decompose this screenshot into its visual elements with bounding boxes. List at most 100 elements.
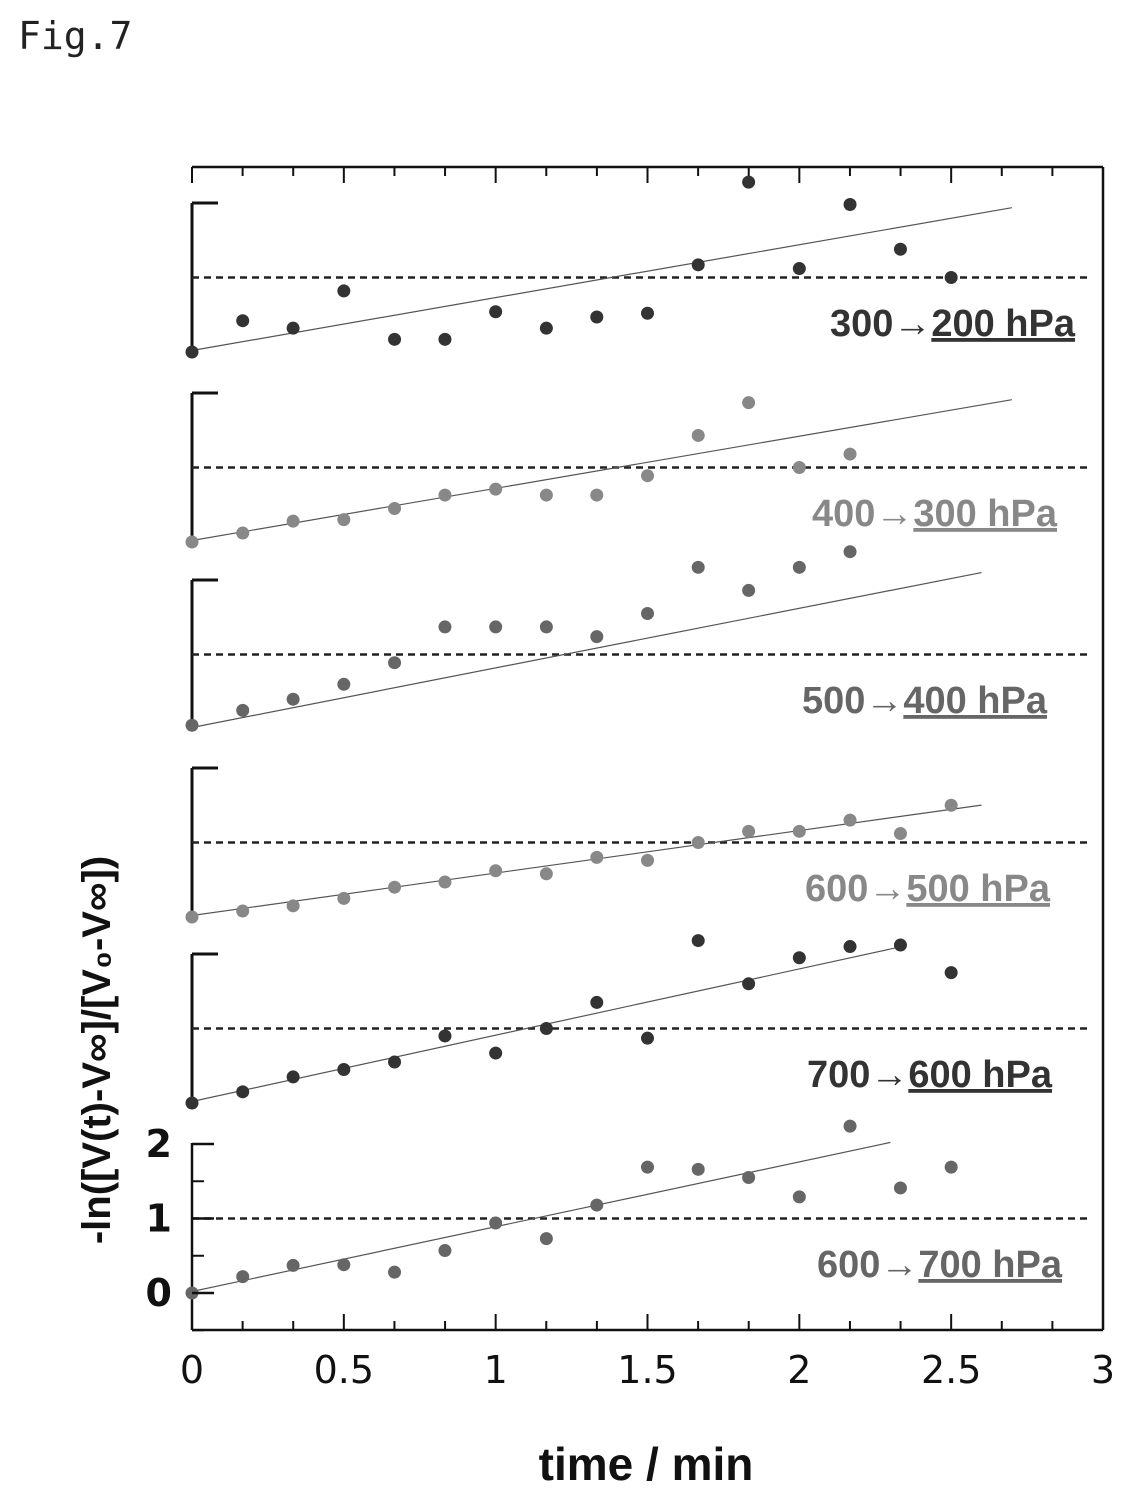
panel-label-from: 700→	[807, 1054, 908, 1096]
data-point	[337, 1258, 351, 1272]
panel-label: 400→300 hPa	[812, 493, 1058, 535]
data-point	[236, 904, 250, 918]
data-point	[539, 488, 553, 502]
x-tick-label: 2	[787, 1348, 811, 1392]
panel-label-to: 700 hPa	[918, 1244, 1063, 1286]
data-point	[388, 332, 402, 346]
data-point	[438, 488, 452, 502]
data-point	[792, 951, 806, 965]
data-point	[742, 583, 756, 597]
data-point	[893, 938, 907, 952]
data-point	[792, 560, 806, 574]
data-point	[286, 692, 300, 706]
data-point	[691, 1162, 705, 1176]
data-point	[843, 940, 857, 954]
panel-6: 600→700 hPa	[185, 1119, 1091, 1300]
data-point	[388, 1055, 402, 1069]
data-point	[691, 934, 705, 948]
data-point	[388, 501, 402, 515]
figure-label: Fig.7	[18, 14, 133, 58]
y-tick-label: 2	[146, 1122, 172, 1166]
data-point	[590, 310, 604, 324]
data-point	[236, 703, 250, 717]
data-point	[489, 620, 503, 634]
data-point	[286, 1070, 300, 1084]
panel-label: 300→200 hPa	[830, 303, 1076, 345]
data-point	[742, 396, 756, 410]
data-point	[539, 620, 553, 634]
panel-label-from: 500→	[802, 680, 903, 722]
data-point	[691, 560, 705, 574]
data-point	[388, 880, 402, 894]
data-point	[641, 1160, 654, 1174]
data-point	[438, 875, 452, 889]
data-point	[944, 1160, 958, 1174]
data-point	[236, 526, 250, 540]
y-axis-ticks: 0 1 2	[146, 1122, 214, 1332]
data-point	[388, 1265, 402, 1279]
fit-line	[191, 571, 982, 729]
data-point	[236, 314, 250, 328]
panel-label-to: 500 hPa	[906, 868, 1051, 910]
data-point	[742, 977, 756, 991]
panel-5: 700→600 hPa	[185, 934, 1091, 1110]
data-point	[489, 482, 503, 496]
data-point	[590, 1198, 604, 1212]
y-axis-title: -ln([V(t)-V∞]/[V₀-V∞])	[75, 856, 119, 1244]
data-point	[185, 535, 199, 549]
data-point	[489, 1046, 503, 1060]
y-tick-label: 1	[146, 1197, 172, 1241]
panel-label: 500→400 hPa	[802, 680, 1048, 722]
data-point	[590, 995, 604, 1009]
data-point	[742, 824, 756, 838]
data-point	[185, 1096, 199, 1110]
panel-label-to: 400 hPa	[903, 680, 1048, 722]
data-point	[893, 827, 907, 841]
panel-label-to: 300 hPa	[913, 493, 1058, 535]
data-point	[185, 345, 199, 359]
data-point	[742, 1171, 756, 1185]
data-point	[691, 258, 705, 272]
data-point	[641, 306, 654, 320]
data-point	[843, 1119, 857, 1133]
data-point	[893, 1181, 907, 1195]
data-point	[185, 910, 199, 924]
data-point	[438, 332, 452, 346]
data-point	[539, 867, 553, 881]
panel-label-from: 600→	[817, 1244, 918, 1286]
data-point	[641, 853, 654, 867]
panel-1: 300→200 hPa	[185, 175, 1091, 359]
data-point	[539, 1232, 553, 1246]
fit-line	[191, 1141, 891, 1293]
data-point	[590, 488, 604, 502]
panel-label-to: 600 hPa	[908, 1054, 1053, 1096]
panel-label: 600→700 hPa	[817, 1244, 1063, 1286]
data-point	[236, 1270, 250, 1284]
fit-line	[191, 207, 1013, 352]
panel-label-to: 200 hPa	[931, 303, 1076, 345]
data-point	[489, 305, 503, 319]
data-point	[286, 899, 300, 913]
data-point	[438, 620, 452, 634]
data-point	[388, 656, 402, 670]
x-tick-label: 2.5	[921, 1348, 981, 1392]
data-point	[742, 175, 756, 189]
panel-label-from: 600→	[805, 868, 906, 910]
data-point	[438, 1244, 452, 1258]
x-tick-label: 1	[484, 1348, 508, 1392]
data-point	[691, 428, 705, 442]
data-point	[590, 630, 604, 644]
fit-line	[191, 399, 1013, 542]
x-tick-label: 0.5	[314, 1348, 374, 1392]
panel-label-from: 400→	[812, 493, 913, 535]
data-point	[185, 718, 199, 732]
panel-3: 500→400 hPa	[185, 545, 1091, 732]
data-point	[337, 1062, 351, 1076]
x-tick-label: 0	[180, 1348, 204, 1392]
data-point	[893, 242, 907, 256]
data-point	[337, 891, 351, 905]
data-point	[843, 545, 857, 559]
data-point	[792, 824, 806, 838]
y-tick-label: 0	[146, 1271, 172, 1315]
data-point	[944, 271, 958, 284]
